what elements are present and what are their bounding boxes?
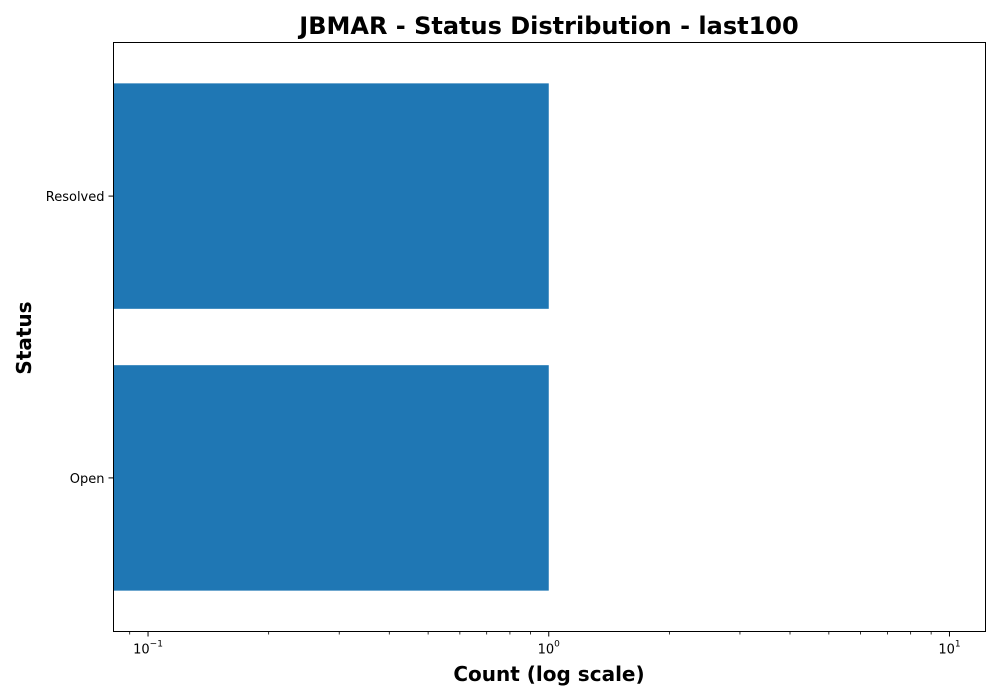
y-tick-label: Open — [70, 472, 105, 487]
chart-title: JBMAR - Status Distribution - last100 — [297, 12, 798, 40]
plot-frame — [113, 42, 986, 632]
x-tick-label: 10−1 — [133, 640, 163, 658]
y-axis-ticks: Open Resolved — [46, 190, 114, 487]
bar-group — [113, 83, 549, 591]
x-tick-label: 100 — [538, 640, 561, 658]
y-tick-label: Resolved — [46, 190, 105, 205]
x-axis-label: Count (log scale) — [453, 662, 644, 686]
bar-open — [113, 365, 549, 591]
bar-resolved — [113, 83, 549, 309]
x-tick-label: 101 — [938, 640, 960, 658]
x-axis-ticks: 10−1 100 101 — [129, 631, 961, 658]
y-axis-label: Status — [12, 301, 36, 374]
